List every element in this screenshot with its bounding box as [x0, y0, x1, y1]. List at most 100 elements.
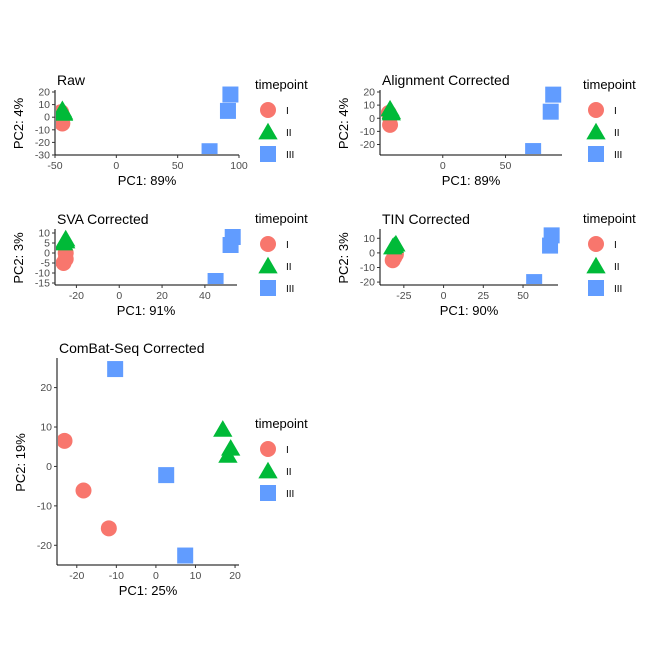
- legend-label: II: [286, 128, 292, 139]
- y-tick-label: -10: [37, 500, 52, 512]
- legend-label: III: [286, 150, 294, 161]
- x-tick-label: -10: [109, 570, 124, 582]
- legend-label: III: [614, 284, 622, 295]
- legend-label: III: [286, 284, 294, 295]
- y-tick-label: 10: [363, 100, 375, 112]
- y-tick-label: -20: [35, 137, 50, 149]
- y-tick-label: -10: [35, 268, 50, 280]
- panel-title: SVA Corrected: [57, 211, 149, 227]
- legend-key-triangle: [258, 461, 278, 479]
- y-axis-label: PC2: 3%: [336, 232, 351, 284]
- legend-key-triangle: [258, 122, 278, 140]
- legend-label: II: [286, 467, 292, 478]
- y-tick-label: 10: [40, 422, 52, 434]
- legend-key-circle: [260, 236, 276, 252]
- legend-label: II: [286, 262, 292, 273]
- legend-label: I: [286, 445, 289, 456]
- legend-title: timepoint: [255, 211, 308, 226]
- legend-key-circle: [588, 236, 604, 252]
- x-tick-label: 10: [190, 570, 202, 582]
- point-circle: [58, 432, 73, 449]
- legend-key-triangle: [586, 122, 606, 140]
- x-tick-label: 100: [230, 160, 248, 172]
- y-tick-label: 0: [46, 461, 52, 473]
- legend-key-square: [260, 146, 276, 162]
- y-tick-label: 0: [44, 248, 50, 260]
- legend-label: II: [614, 262, 620, 273]
- y-tick-label: -10: [360, 126, 375, 138]
- y-axis-label: PC2: 4%: [336, 97, 351, 149]
- legend-key-square: [588, 280, 604, 296]
- point-square: [207, 273, 224, 284]
- x-axis-label: PC1: 25%: [119, 583, 178, 598]
- y-tick-label: -20: [360, 139, 375, 151]
- y-tick-label: 0: [369, 113, 375, 125]
- y-tick-label: -10: [35, 124, 50, 136]
- y-tick-label: 10: [363, 233, 375, 245]
- legend-key-square: [260, 485, 276, 501]
- point-circle: [75, 482, 92, 499]
- legend-label: I: [286, 106, 289, 117]
- legend-title: timepoint: [255, 416, 308, 431]
- x-tick-label: 0: [440, 160, 446, 172]
- y-tick-label: -20: [37, 540, 52, 552]
- x-axis-label: PC1: 89%: [118, 173, 177, 188]
- y-tick-label: 20: [363, 87, 375, 99]
- y-tick-label: 0: [369, 247, 375, 259]
- x-tick-label: 0: [441, 290, 447, 302]
- x-tick-label: 50: [172, 160, 184, 172]
- point-triangle: [218, 446, 238, 463]
- points-layer: [56, 229, 241, 284]
- point-circle: [384, 252, 401, 269]
- x-tick-label: -50: [47, 160, 62, 172]
- x-tick-label: 0: [113, 160, 119, 172]
- y-tick-label: -10: [360, 262, 375, 274]
- y-tick-label: 5: [44, 238, 50, 250]
- panel-title: Raw: [57, 72, 86, 88]
- point-circle: [382, 116, 399, 133]
- point-square: [177, 547, 194, 564]
- point-square: [526, 274, 543, 284]
- legend-key-circle: [260, 441, 276, 457]
- point-square: [219, 102, 236, 119]
- x-tick-label: 20: [229, 570, 241, 582]
- legend-label: III: [286, 489, 294, 500]
- point-square: [222, 237, 239, 253]
- point-square: [545, 86, 562, 103]
- point-circle: [100, 520, 117, 537]
- y-axis-label: PC2: 3%: [11, 232, 26, 284]
- legend-key-triangle: [258, 256, 278, 274]
- y-tick-label: 10: [38, 99, 50, 111]
- x-tick-label: -20: [69, 570, 84, 582]
- point-triangle: [56, 104, 74, 121]
- legend-key-circle: [260, 102, 276, 118]
- point-square: [201, 143, 218, 154]
- y-tick-label: -5: [41, 258, 50, 270]
- point-square: [222, 86, 239, 103]
- y-tick-label: 20: [40, 382, 52, 394]
- legend-title: timepoint: [583, 211, 636, 226]
- point-square: [158, 467, 175, 484]
- legend-label: I: [614, 240, 617, 251]
- panel-5: ComBat-Seq Corrected -20 -10 0 10 20 -20 -10 0 10…: [13, 340, 308, 598]
- point-square: [542, 237, 559, 254]
- panel-title: ComBat-Seq Corrected: [59, 340, 205, 356]
- y-tick-label: 20: [38, 87, 50, 99]
- point-triangle: [381, 103, 401, 121]
- y-tick-label: 0: [44, 112, 50, 124]
- legend-title: timepoint: [255, 77, 308, 92]
- legend-key-square: [588, 146, 604, 162]
- y-tick-label: -30: [35, 150, 50, 162]
- point-circle: [56, 255, 72, 271]
- legend-key-circle: [588, 102, 604, 118]
- points-layer: [381, 86, 562, 154]
- legend-key-square: [260, 280, 276, 296]
- legend-key-triangle: [586, 256, 606, 274]
- panel-4: TIN Corrected -25 0 25 50 -20 -10 0 10 PC1: 90% PC…: [336, 211, 636, 318]
